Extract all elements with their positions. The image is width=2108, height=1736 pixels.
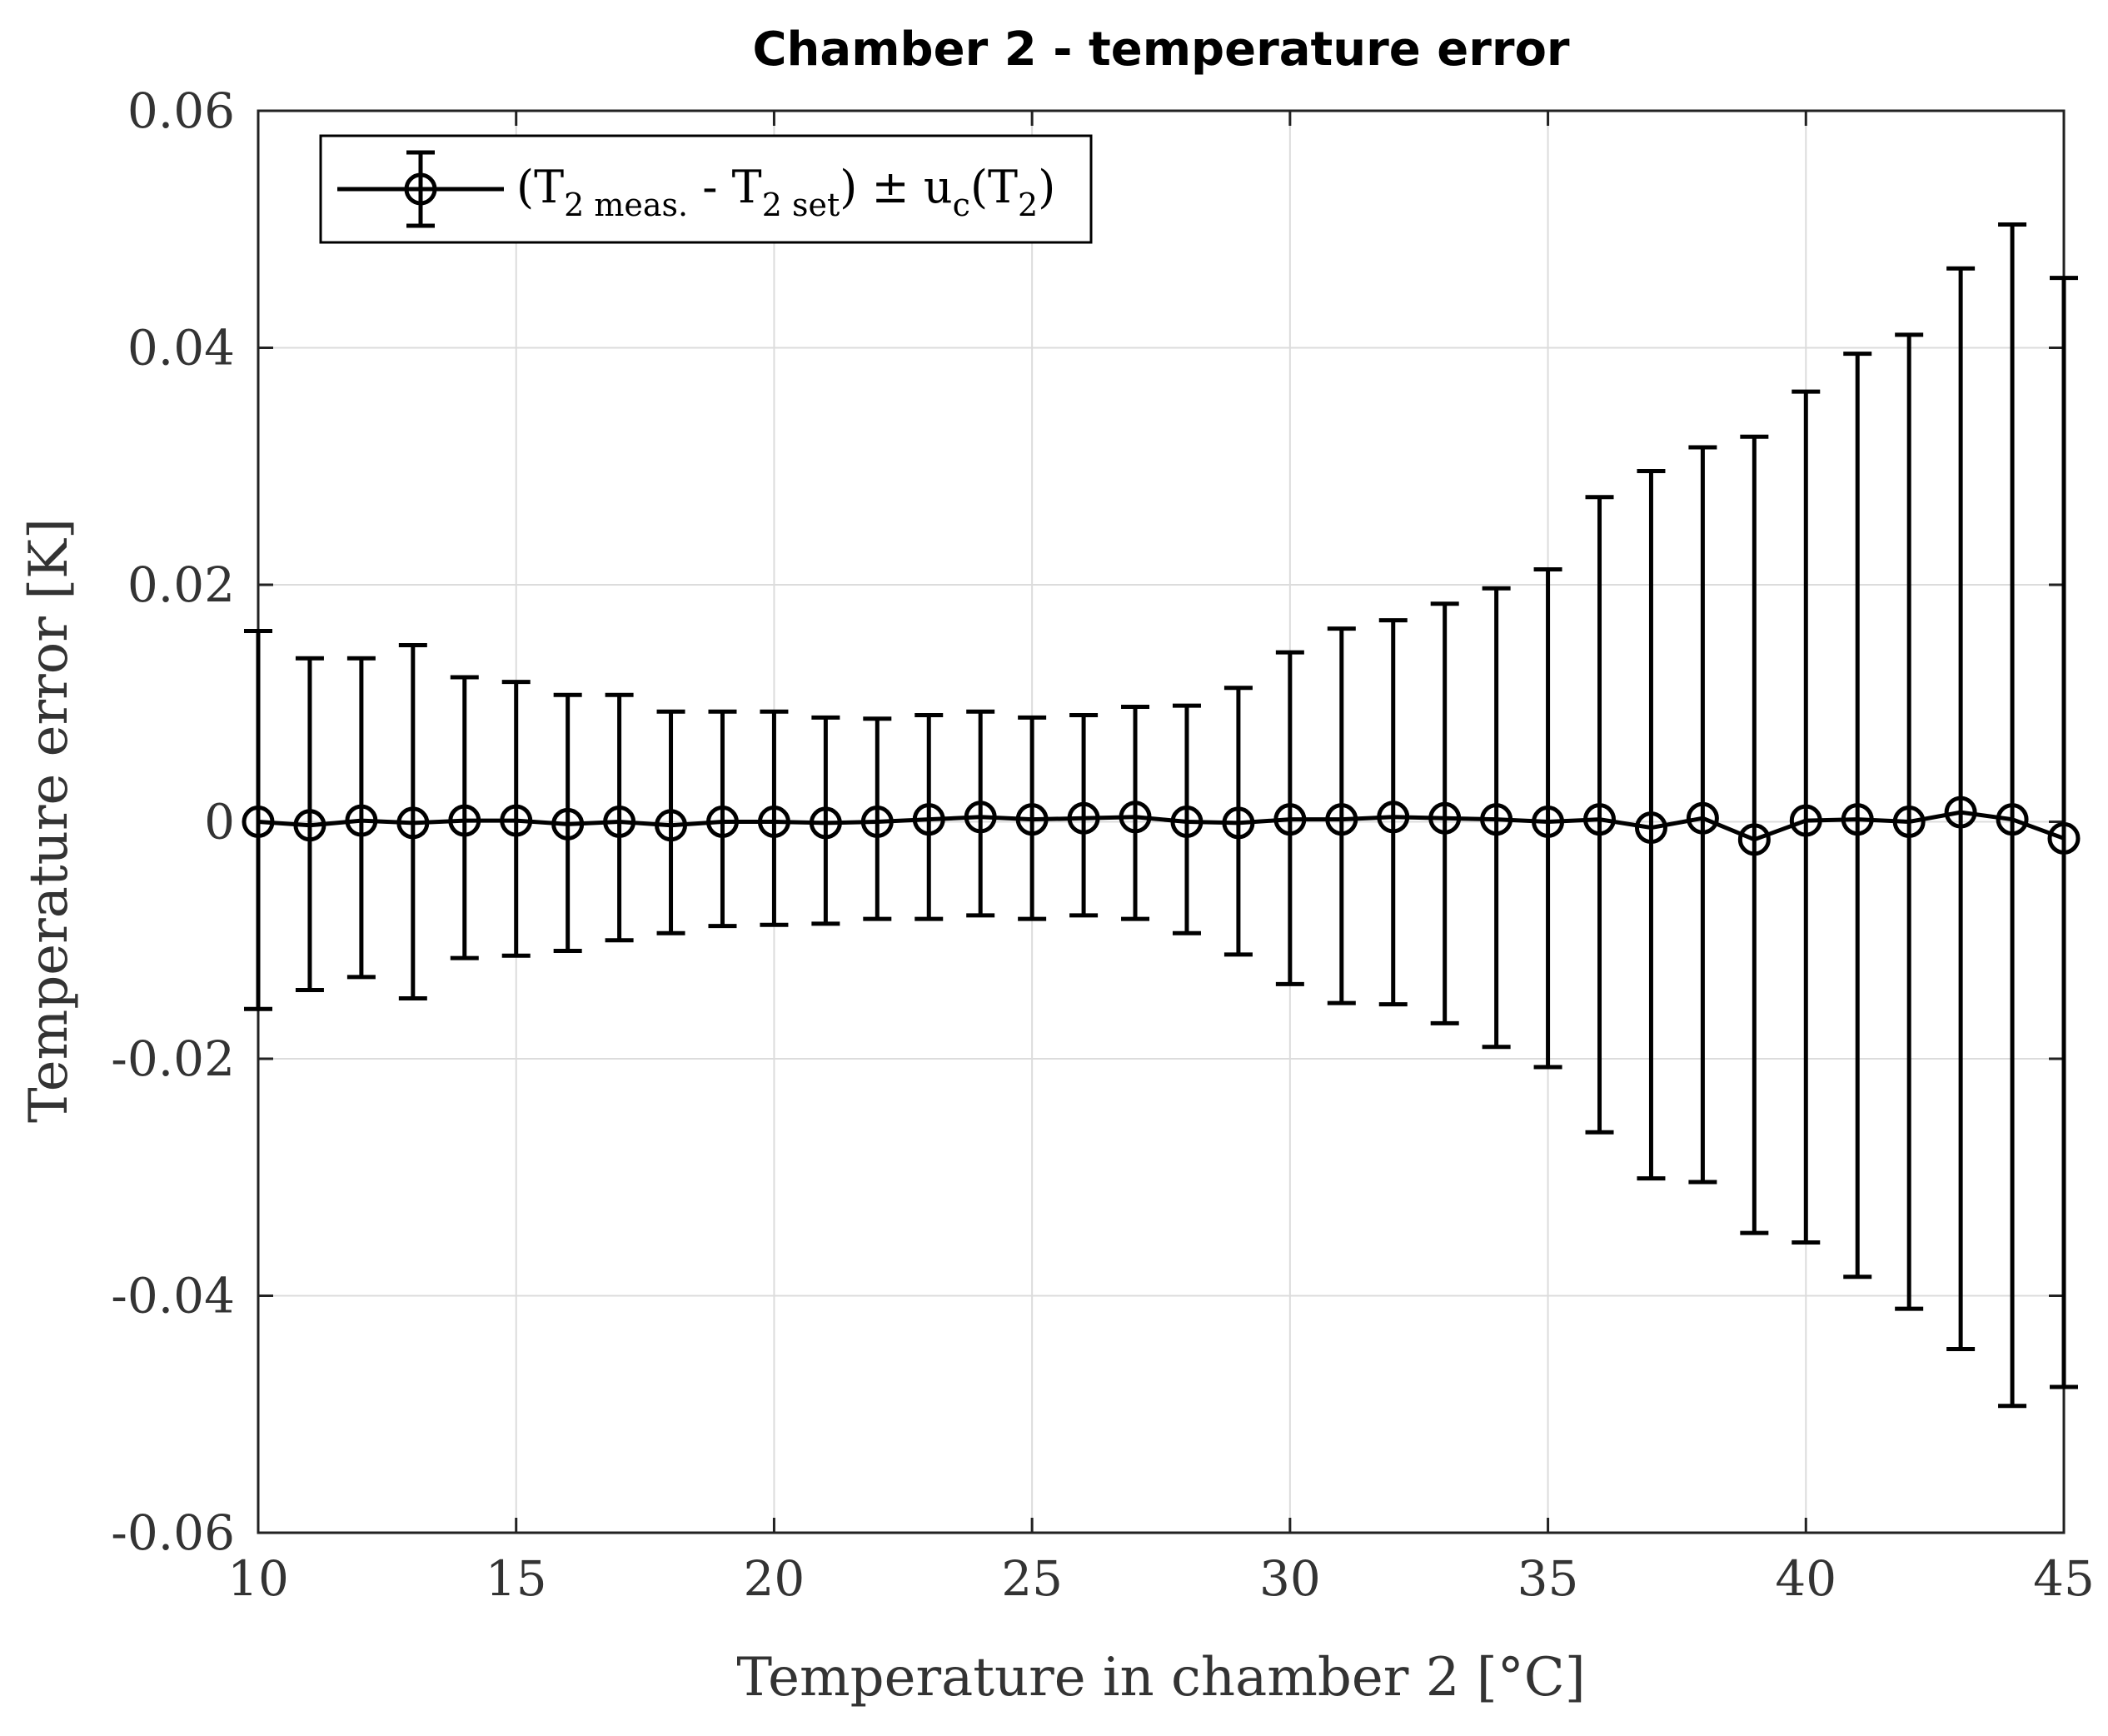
data-point-marker xyxy=(448,804,481,837)
data-point-marker xyxy=(1015,803,1049,836)
x-axis-label: Temperature in chamber 2 [°C] xyxy=(736,1647,1585,1709)
legend: (T2 meas. - T2 set) ± uc(T2) xyxy=(319,134,1093,244)
x-tick-label: 25 xyxy=(1001,1550,1063,1607)
legend-marker-sample xyxy=(404,172,437,206)
data-point-marker xyxy=(705,806,739,838)
x-tick-label: 10 xyxy=(227,1550,289,1607)
data-point-marker xyxy=(1737,823,1771,856)
legend-entry: (T2 meas. - T2 set) ± uc(T2) xyxy=(516,161,1055,223)
data-point-marker xyxy=(1170,806,1204,838)
data-point-marker xyxy=(500,804,533,837)
data-point-marker xyxy=(345,804,378,837)
y-tick-label: -0.06 xyxy=(111,1504,235,1561)
data-point-marker xyxy=(1996,803,2029,836)
legend-subscript: 2 set xyxy=(762,187,840,223)
data-point-marker xyxy=(396,806,430,840)
data-point-marker xyxy=(1480,803,1513,836)
data-point-marker xyxy=(1273,803,1307,836)
data-point-marker xyxy=(1583,803,1617,836)
data-point-marker xyxy=(809,806,842,840)
data-point-marker xyxy=(757,806,790,838)
data-point-marker xyxy=(1944,796,1977,829)
tick-layer: 10 15 20 25 30 35 40 45 0.06 0.04 0.02 0 -0.02 -0.04 -… xyxy=(111,82,2095,1607)
data-point-marker xyxy=(242,806,275,838)
data-point-marker xyxy=(1428,801,1462,835)
data-point-marker xyxy=(603,806,636,838)
y-tick-label: 0.06 xyxy=(127,82,235,139)
x-tick-label: 35 xyxy=(1517,1550,1579,1607)
y-axis-label: Temperature error [K] xyxy=(18,518,80,1123)
y-tick-label: 0.04 xyxy=(127,320,235,377)
data-point-marker xyxy=(2047,821,2081,855)
x-tick-label: 40 xyxy=(1775,1550,1836,1607)
x-tick-label: 45 xyxy=(2033,1550,2095,1607)
data-layer xyxy=(242,222,2081,1409)
legend-subscript: 2 meas. xyxy=(564,187,688,223)
data-point-marker xyxy=(655,809,688,842)
legend-part: - T xyxy=(688,161,762,213)
y-tick-label: 0 xyxy=(204,794,235,851)
x-tick-label: 30 xyxy=(1259,1550,1321,1607)
data-point-marker xyxy=(1634,811,1667,845)
y-tick-label: -0.02 xyxy=(111,1030,235,1087)
data-point-marker xyxy=(1892,806,1926,838)
data-point-marker xyxy=(293,809,326,842)
data-point-marker xyxy=(1222,806,1255,840)
legend-part: ) xyxy=(1038,161,1055,213)
data-point-marker xyxy=(1119,801,1152,834)
legend-part: ) ± u xyxy=(840,161,952,213)
legend-part: (T xyxy=(516,161,564,213)
y-tick-label: 0.02 xyxy=(127,556,235,613)
data-point-marker xyxy=(1067,801,1100,835)
y-tick-label: -0.04 xyxy=(111,1268,235,1324)
data-point-marker xyxy=(1841,803,1874,836)
data-point-marker xyxy=(1325,803,1358,836)
data-point-marker xyxy=(1532,806,1565,838)
x-tick-label: 15 xyxy=(486,1550,547,1607)
x-tick-label: 20 xyxy=(744,1550,805,1607)
legend-subscript: c xyxy=(953,187,970,223)
data-point-marker xyxy=(1789,804,1822,837)
data-point-marker xyxy=(1686,801,1719,835)
data-point-marker xyxy=(860,806,894,838)
data-point-marker xyxy=(912,803,945,836)
legend-subscript: 2 xyxy=(1018,187,1038,223)
legend-part: (T xyxy=(970,161,1018,213)
data-point-marker xyxy=(964,801,997,834)
series-line xyxy=(257,810,2065,842)
chart-title: Chamber 2 - temperature error xyxy=(752,22,1569,77)
data-point-marker xyxy=(551,807,585,841)
data-point-marker xyxy=(1377,801,1410,834)
